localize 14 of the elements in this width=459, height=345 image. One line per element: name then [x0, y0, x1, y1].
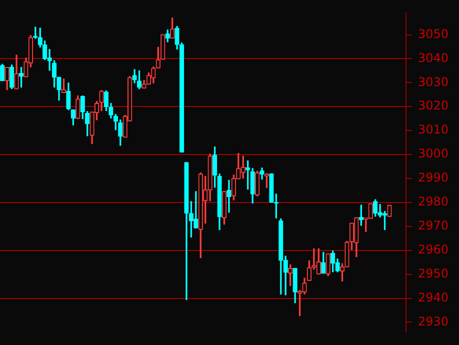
y-tick-label: 3010	[418, 122, 449, 137]
y-tick-label: 2930	[418, 314, 449, 328]
y-tick-label: 2950	[418, 266, 449, 280]
y-tick-label: 3050	[418, 26, 449, 41]
y-tick-label: 2960	[418, 242, 449, 256]
y-tick-label: 2980	[418, 194, 449, 209]
y-tick-label: 3000	[418, 146, 449, 161]
y-tick-label: 3020	[418, 98, 449, 113]
y-tick-label: 3030	[418, 74, 449, 89]
y-tick-label: 2970	[418, 218, 449, 233]
y-tick-label: 2940	[418, 290, 449, 304]
y-tick-label: 2990	[418, 170, 449, 185]
candlestick	[226, 180, 232, 213]
y-tick-label: 3040	[418, 50, 449, 65]
